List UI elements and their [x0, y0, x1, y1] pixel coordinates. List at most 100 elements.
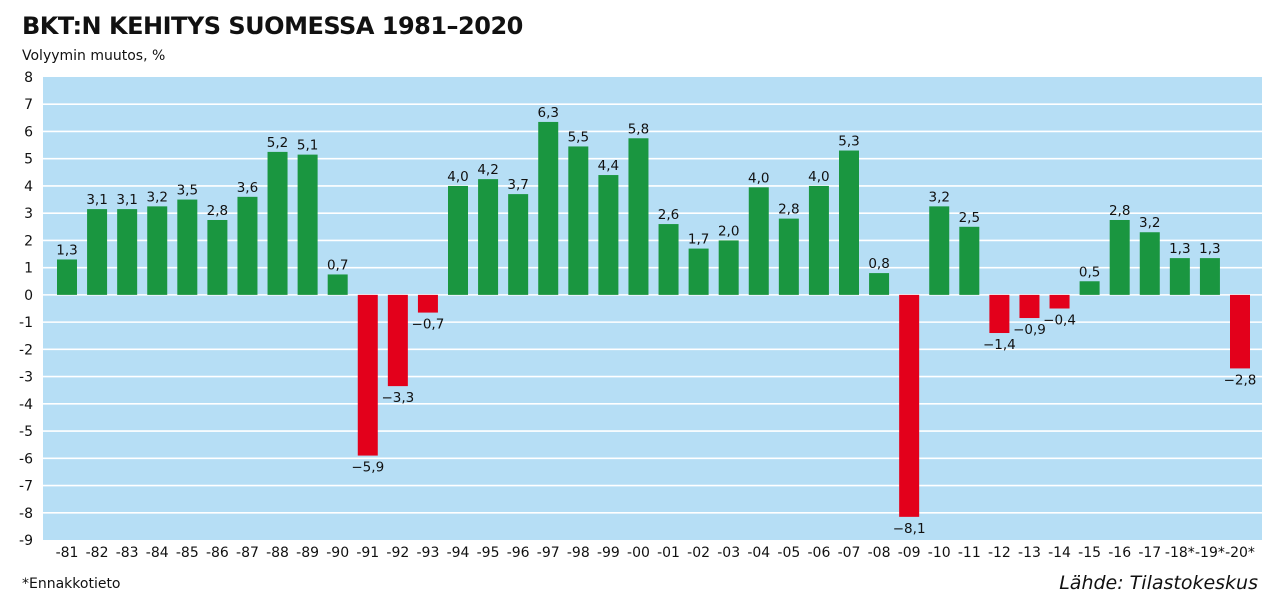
- chart-subtitle: Volyymin muutos, %: [22, 48, 166, 64]
- bar: [748, 187, 769, 295]
- bar: [899, 294, 920, 517]
- bar-value-label: 4,0: [748, 170, 769, 186]
- bar: [87, 209, 108, 295]
- bar-value-label: −3,3: [381, 390, 414, 406]
- bar: [628, 138, 649, 295]
- x-tick-label: -05: [777, 545, 800, 561]
- bars: [57, 121, 1250, 517]
- bar-value-label: 3,2: [928, 189, 949, 205]
- bar-value-label: 0,8: [868, 256, 889, 272]
- bar-value-label: 3,6: [237, 180, 258, 196]
- footnote: *Ennakkotieto: [22, 576, 121, 592]
- x-tick-label: -00: [627, 545, 650, 561]
- x-tick-label: -08: [868, 545, 891, 561]
- x-axis-ticks: -81 -82 -83 -84 -85 -86 -87 -88 -89 -90 -91 -92 -93-…: [56, 545, 1255, 561]
- bar: [508, 194, 529, 295]
- x-tick-label: -97: [537, 545, 560, 561]
- value-labels: 1,3 3,1 3,1 3,2 3,5 2,8 3,6 5,2 5,1 0,7 −5,9 −3,3 −0…: [56, 105, 1256, 537]
- bar: [117, 209, 138, 295]
- bar: [598, 175, 619, 295]
- y-tick-label: 5: [24, 152, 33, 168]
- bar: [688, 248, 709, 295]
- x-tick-label: -87: [236, 545, 259, 561]
- x-tick-label: -09: [898, 545, 921, 561]
- bar-value-label: −1,4: [983, 337, 1016, 353]
- bar: [177, 199, 198, 295]
- bar: [1079, 281, 1100, 295]
- x-tick-label: -06: [807, 545, 830, 561]
- bar: [207, 219, 228, 295]
- bar: [1109, 219, 1130, 295]
- bar-value-label: 4,0: [447, 169, 468, 185]
- bar: [1049, 294, 1070, 309]
- x-tick-label: -13: [1018, 545, 1041, 561]
- y-tick-label: 3: [24, 206, 33, 222]
- x-tick-label: -94: [447, 545, 470, 561]
- bar: [357, 294, 378, 456]
- x-tick-label: -02: [687, 545, 710, 561]
- bar: [839, 150, 859, 295]
- bar-value-label: 0,5: [1079, 264, 1100, 280]
- x-tick-label: -11: [958, 545, 981, 561]
- bar: [147, 206, 168, 295]
- bar-value-label: 2,5: [959, 210, 980, 226]
- y-tick-label: -7: [19, 479, 33, 495]
- x-tick-label: -83: [116, 545, 139, 561]
- bar-value-label: 1,3: [1199, 241, 1220, 257]
- source-credit: Lähde: Tilastokeskus: [1059, 572, 1258, 594]
- bar-value-label: 0,7: [327, 257, 348, 273]
- bar-value-label: 5,2: [267, 135, 288, 151]
- x-tick-label: -10: [928, 545, 951, 561]
- x-tick-label: -16: [1108, 545, 1131, 561]
- x-tick-label: -07: [838, 545, 861, 561]
- x-tick-label: -04: [747, 545, 770, 561]
- bar-value-label: 2,8: [207, 203, 228, 219]
- x-tick-label: -12: [988, 545, 1011, 561]
- bar: [57, 259, 77, 295]
- y-tick-label: -1: [19, 315, 33, 331]
- bar-value-label: 3,2: [1139, 215, 1160, 231]
- x-tick-label: -99: [597, 545, 620, 561]
- bar: [1230, 294, 1250, 369]
- y-tick-label: -6: [19, 451, 33, 467]
- bar: [297, 154, 318, 295]
- x-tick-label: -96: [507, 545, 530, 561]
- bar-value-label: 5,3: [838, 134, 859, 150]
- bar-value-label: 2,8: [1109, 203, 1130, 219]
- x-tick-label: -19*: [1195, 545, 1225, 561]
- bar-value-label: 2,8: [778, 202, 799, 218]
- bar-value-label: 5,1: [297, 138, 318, 154]
- bar-value-label: 4,2: [477, 162, 498, 178]
- y-tick-label: 7: [24, 97, 33, 113]
- x-tick-label: -95: [477, 545, 500, 561]
- bar-value-label: −2,8: [1224, 372, 1257, 388]
- x-tick-label: -89: [296, 545, 319, 561]
- x-tick-label: -20*: [1225, 545, 1255, 561]
- x-tick-label: -18*: [1165, 545, 1195, 561]
- bar: [327, 274, 348, 295]
- y-tick-label: -4: [19, 397, 33, 413]
- y-tick-label: -5: [19, 424, 33, 440]
- bar-value-label: 5,8: [628, 121, 649, 137]
- bar-value-label: 2,6: [658, 207, 679, 223]
- bar: [478, 179, 499, 295]
- bar-value-label: 3,2: [146, 189, 167, 205]
- chart-title: BKT:N KEHITYS SUOMESSA 1981–2020: [22, 12, 523, 40]
- bar: [718, 240, 739, 295]
- x-tick-label: -93: [416, 545, 439, 561]
- bar-value-label: 4,4: [598, 158, 619, 174]
- y-tick-label: -8: [19, 506, 33, 522]
- bar: [1199, 258, 1220, 295]
- bar: [778, 218, 799, 295]
- x-tick-label: -85: [176, 545, 199, 561]
- bar: [1139, 232, 1160, 295]
- bar: [387, 294, 408, 387]
- bar-value-label: 3,1: [86, 192, 107, 208]
- x-tick-label: -86: [206, 545, 229, 561]
- y-tick-label: -9: [19, 533, 33, 549]
- bar: [658, 224, 679, 295]
- x-tick-label: -17: [1138, 545, 1161, 561]
- bar: [448, 185, 468, 295]
- bar-value-label: 1,3: [1169, 241, 1190, 257]
